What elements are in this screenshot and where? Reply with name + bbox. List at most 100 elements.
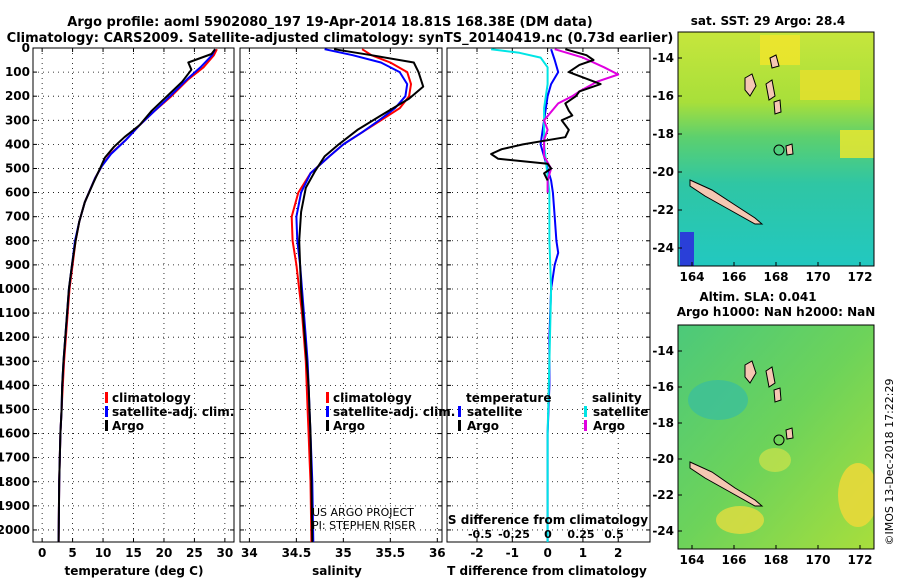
map-y-tick-label: -22	[652, 488, 674, 502]
depth-tick-label: 1100	[0, 306, 30, 320]
sec-tick: -0.25	[498, 528, 530, 541]
temperature-xlabel: temperature (deg C)	[65, 564, 204, 578]
x-tick-label: 2	[614, 546, 622, 560]
x-tick-label: 30	[217, 546, 234, 560]
x-tick-label: 1	[579, 546, 587, 560]
x-tick-label: 35	[335, 546, 352, 560]
sec-tick: 0	[544, 528, 552, 541]
sla-low-patch	[688, 380, 748, 420]
x-tick-label: 0	[38, 546, 46, 560]
map-x-tick-label: 164	[679, 553, 704, 567]
legend-swatch	[458, 420, 461, 431]
depth-tick-label: 600	[5, 186, 30, 200]
legend-label: satellite-adj. clim.	[112, 405, 234, 419]
sst-cold-patch	[680, 232, 694, 266]
vanuatu-island	[765, 79, 776, 101]
salinity-legend: climatology satellite-adj. clim. Argo	[326, 391, 455, 433]
argo-location-marker	[773, 144, 785, 156]
sst-map-title: sat. SST: 29 Argo: 28.4	[691, 14, 845, 28]
vanuatu-island	[765, 366, 776, 388]
sec-tick: -0.5	[468, 528, 492, 541]
depth-tick-label: 100	[5, 65, 30, 79]
depth-tick-label: 500	[5, 161, 30, 175]
legend-label: Argo	[593, 419, 625, 433]
salinity-panel	[239, 47, 443, 543]
x-tick-label: 36	[429, 546, 446, 560]
legend-label: climatology	[112, 391, 191, 405]
map-x-tick-label: 170	[805, 553, 830, 567]
legend-title: temperature	[466, 391, 551, 405]
map-y-tick-label: -22	[652, 203, 674, 217]
sla-map-title-1: Altim. SLA: 0.041	[699, 290, 816, 304]
legend-label: Argo	[112, 419, 144, 433]
header-line-1: Argo profile: aoml 5902080_197 19-Apr-20…	[67, 15, 592, 30]
legend-swatch	[584, 420, 587, 431]
legend-label: Argo	[333, 419, 365, 433]
legend-swatch-climatology	[105, 392, 108, 403]
vanuatu-island	[773, 387, 782, 403]
depth-tick-label: 1500	[0, 402, 30, 416]
map-x-tick-label: 170	[805, 270, 830, 284]
legend-swatch	[584, 406, 587, 417]
depth-tick-label: 2000	[0, 523, 30, 537]
map-x-tick-label: 168	[763, 553, 788, 567]
legend-swatch-climatology	[326, 392, 329, 403]
series-layer	[57, 48, 620, 542]
x-tick-label: 34	[241, 546, 258, 560]
depth-tick-label: 1800	[0, 475, 30, 489]
depth-tick-label: 1300	[0, 354, 30, 368]
map-x-tick-label: 172	[847, 553, 872, 567]
difference-series	[490, 48, 620, 542]
vanuatu-island	[744, 360, 757, 384]
map-x-tick-label: 172	[847, 270, 872, 284]
x-tick-label: 0	[543, 546, 551, 560]
depth-tick-label: 300	[5, 113, 30, 127]
x-tick-label: 25	[186, 546, 203, 560]
sec-tick: 0.5	[604, 528, 624, 541]
map-y-tick-label: -14	[652, 51, 674, 65]
temperature-series	[57, 48, 218, 542]
imos-watermark: ©IMOS 13-Dec-2018 17:22:29	[883, 379, 896, 546]
legend-swatch-argo	[105, 420, 108, 431]
x-tick-label: 35.5	[376, 546, 406, 560]
sla-high-patch	[716, 506, 764, 534]
depth-tick-label: 1900	[0, 499, 30, 513]
x-tick-label: 15	[125, 546, 142, 560]
legend-swatch-argo	[326, 420, 329, 431]
sec-tick: 0.25	[567, 528, 594, 541]
vanuatu-island	[769, 54, 780, 69]
map-x-tick-label: 164	[679, 270, 704, 284]
vanuatu-island	[785, 427, 794, 440]
legend-label: Argo	[467, 419, 499, 433]
sla-high-patch	[838, 463, 874, 527]
map-y-tick-label: -24	[652, 524, 674, 538]
depth-tick-label: 1700	[0, 451, 30, 465]
sst-warm-patch	[840, 130, 874, 158]
map-x-tick-label: 166	[721, 553, 746, 567]
salinity-xlabel: salinity	[312, 564, 362, 578]
series-line-argo	[57, 48, 216, 542]
depth-tick-label: 1200	[0, 330, 30, 344]
series-line-argo	[298, 48, 425, 542]
map-x-tick-label: 168	[763, 270, 788, 284]
grid-layer	[33, 47, 650, 542]
depth-tick-label: 1400	[0, 378, 30, 392]
vanuatu-island	[744, 73, 757, 97]
depth-tick-label: 1600	[0, 427, 30, 441]
depth-axis: 0 100 200 300 400 500 600 700 800 900 1000 1100 1200…	[0, 41, 650, 537]
x-tick-label: 20	[156, 546, 173, 560]
x-tick-label: 34.5	[282, 546, 312, 560]
vanuatu-island	[785, 143, 794, 156]
sla-map-ticks: 164 166 168 170 172 -14 -16 -18 -20 -22 -24	[652, 344, 872, 567]
map-y-tick-label: -18	[652, 127, 674, 141]
difference-title: S difference from climatology	[448, 513, 648, 527]
series-line-s-satellite	[490, 48, 553, 542]
legend-label: climatology	[333, 391, 412, 405]
sst-map-ticks: 164 166 168 170 172 -14 -16 -18 -20 -22 -24	[652, 51, 872, 284]
map-y-tick-label: -16	[652, 89, 674, 103]
legend-swatch-satellite	[105, 406, 108, 417]
depth-tick-label: 1000	[0, 282, 30, 296]
map-y-tick-label: -18	[652, 416, 674, 430]
map-y-tick-label: -14	[652, 344, 674, 358]
